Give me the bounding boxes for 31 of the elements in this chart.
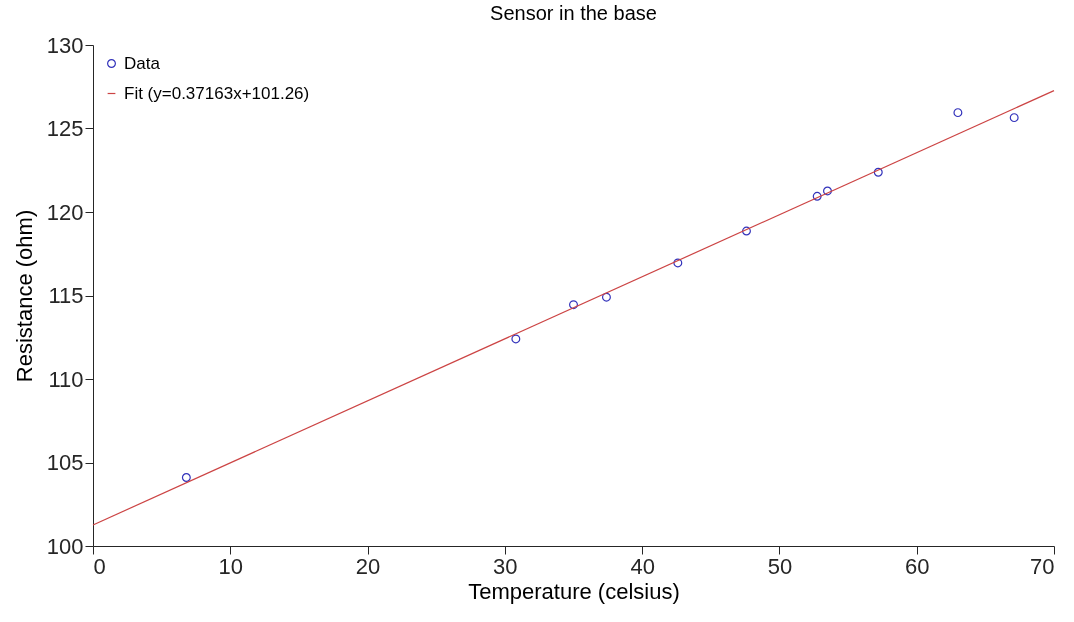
point	[873, 167, 883, 177]
point	[1009, 113, 1019, 123]
chart-title: Sensor in the base	[490, 2, 657, 24]
point	[181, 473, 191, 482]
x-axis-title: Temperature (celsius)	[468, 578, 680, 604]
y-axis-title: Resistance (ohm)	[11, 209, 37, 383]
x-tick-label: 40	[630, 553, 655, 579]
point	[953, 108, 963, 118]
y-tick-label: 105	[46, 450, 84, 475]
y-tick-label: 110	[48, 366, 84, 392]
y-tick-label: 120	[46, 199, 84, 225]
y-tick-label: 100	[46, 533, 84, 559]
y-tick-label: 115	[48, 283, 84, 308]
x-tick-label: 60	[904, 553, 930, 579]
point	[673, 258, 683, 268]
point	[569, 300, 578, 310]
point	[742, 226, 751, 236]
x-tick-label: 0	[93, 553, 106, 579]
x-tick-label: 10	[218, 553, 244, 579]
point	[812, 191, 822, 201]
x-tick-label: 70	[1030, 553, 1055, 579]
point	[601, 292, 611, 302]
legend-label: Data	[124, 53, 161, 73]
legend-label: Fit (y=0.37163x+101.26)	[124, 83, 310, 103]
point	[823, 186, 832, 196]
y-tick-label: 125	[46, 116, 84, 141]
y-tick-label: 130	[46, 32, 84, 58]
x-tick-label: 30	[493, 553, 518, 579]
x-tick-label: 20	[355, 553, 381, 579]
point	[511, 334, 521, 344]
x-tick-label: 50	[767, 553, 793, 579]
